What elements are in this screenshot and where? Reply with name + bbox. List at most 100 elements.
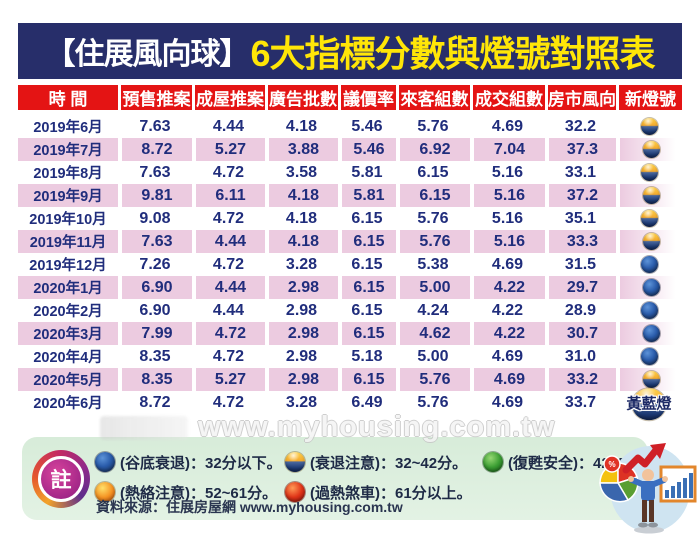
value-cell: 5.00 — [417, 347, 449, 365]
value-cell: 4.18 — [265, 230, 338, 253]
value-cell: 5.76 — [396, 230, 470, 253]
value-cell: 5.16 — [470, 230, 545, 253]
table-row: 2020年4月 8.35 4.72 2.98 5.18 5.00 4.69 31.0 — [18, 345, 682, 368]
time-cell: 2020年3月 — [18, 322, 118, 345]
orange-light-icon — [95, 482, 115, 502]
table-row: 2019年9月 9.81 6.11 4.18 5.81 6.15 5.16 37.2 — [18, 184, 682, 207]
value-cell: 4.69 — [491, 393, 524, 411]
light-label: 黃藍燈 — [626, 395, 672, 412]
value-cell: 5.18 — [351, 347, 383, 365]
light-cell — [616, 115, 682, 138]
green-light-icon — [483, 452, 503, 472]
column-header-0: 時 間 — [18, 85, 118, 115]
time-cell: 2020年6月 — [33, 396, 103, 412]
value-cell: 5.00 — [396, 276, 470, 299]
value-cell: 6.15 — [351, 209, 383, 227]
value-cell: 5.38 — [417, 255, 449, 273]
value-cell: 4.22 — [470, 276, 545, 299]
value-cell: 7.99 — [118, 322, 192, 345]
value-cell: 6.15 — [396, 184, 470, 207]
time-cell: 2020年4月 — [33, 350, 103, 366]
value-cell: 3.28 — [285, 393, 318, 411]
value-cell: 6.15 — [351, 255, 383, 273]
value-cell: 4.18 — [285, 117, 318, 135]
value-cell: 5.27 — [192, 138, 265, 161]
value-cell: 4.24 — [417, 301, 449, 319]
table-row: 2019年12月 7.26 4.72 3.28 6.15 5.38 4.69 31.5 — [18, 253, 682, 276]
value-cell: 5.81 — [338, 184, 396, 207]
value-cell: 7.04 — [470, 138, 545, 161]
value-cell: 4.72 — [212, 255, 245, 273]
value-cell: 4.62 — [396, 322, 470, 345]
value-cell: 5.76 — [417, 209, 449, 227]
value-cell: 4.72 — [212, 347, 245, 365]
blue-light-icon — [95, 452, 115, 472]
myhousing-logo — [100, 415, 188, 440]
yellow-blue-light-icon — [285, 452, 305, 472]
rising-arrow-icon — [622, 443, 666, 474]
light-cell — [616, 161, 682, 184]
value-cell: 4.69 — [491, 117, 524, 135]
value-cell: 7.63 — [139, 163, 171, 181]
value-cell: 3.88 — [265, 138, 338, 161]
table-row: 2020年2月 6.90 4.44 2.98 6.15 4.24 4.22 28.9 — [18, 299, 682, 322]
value-cell: 4.72 — [212, 393, 245, 411]
value-cell: 4.18 — [265, 184, 338, 207]
value-cell: 5.76 — [417, 117, 449, 135]
value-cell: 7.63 — [118, 230, 192, 253]
blue-light-icon — [640, 347, 658, 365]
value-cell: 6.92 — [396, 138, 470, 161]
note-panel: 註 (谷底衰退)：32分以下。 (衰退注意)：32~42分。 (復甦安全)：42~5… — [22, 437, 665, 520]
value-cell: 7.26 — [139, 255, 171, 273]
light-cell — [616, 299, 682, 322]
note-badge-label: 註 — [38, 456, 84, 502]
value-cell: 5.76 — [396, 368, 470, 391]
time-cell: 2019年11月 — [18, 230, 118, 253]
red-light-icon — [285, 482, 305, 502]
value-cell: 2.98 — [265, 276, 338, 299]
light-cell — [616, 230, 682, 253]
businessman-figure — [628, 469, 668, 534]
value-cell: 4.44 — [212, 301, 245, 319]
column-header-3: 廣告批數 — [265, 85, 338, 115]
legend-item: (衰退注意)：32~42分。 — [285, 447, 483, 477]
value-cell: 5.76 — [417, 393, 449, 411]
value-cell: 31.0 — [564, 347, 597, 365]
legend-item: (過熱煞車)：61分以上。 — [285, 477, 495, 507]
bar-chart-icon — [659, 465, 697, 503]
value-cell: 4.22 — [491, 301, 524, 319]
time-cell: 2020年1月 — [18, 276, 118, 299]
column-header-2: 成屋推案 — [192, 85, 265, 115]
time-cell: 2020年2月 — [33, 304, 103, 320]
yellow-blue-light-icon — [640, 163, 658, 181]
value-cell: 4.72 — [212, 209, 245, 227]
table-row: 2020年1月 6.90 4.44 2.98 6.15 5.00 4.22 29.7 — [18, 276, 682, 299]
value-cell: 5.46 — [338, 138, 396, 161]
indicator-table: 時 間預售推案 成屋推案 廣告批數 議價率 來客組數 成交組數 房市風向 新燈號 2019年6… — [18, 85, 682, 420]
legend-item: (谷底衰退)：32分以下。 — [95, 447, 285, 477]
value-cell: 8.72 — [139, 393, 171, 411]
time-cell: 2019年12月 — [29, 258, 107, 274]
yellow-blue-light-icon — [642, 186, 660, 204]
value-cell: 2.98 — [285, 301, 318, 319]
value-cell: 4.69 — [491, 255, 524, 273]
value-cell: 6.15 — [338, 230, 396, 253]
legend-label: (熱絡注意)：52~61分。 — [120, 484, 278, 502]
time-cell: 2019年6月 — [33, 120, 103, 136]
table-row: 2020年5月 8.35 5.27 2.98 6.15 5.76 4.69 33.2 — [18, 368, 682, 391]
yellow-blue-light-icon — [640, 209, 658, 227]
blue-light-icon — [642, 324, 660, 342]
table-row: 2020年3月 7.99 4.72 2.98 6.15 4.62 4.22 30.7 — [18, 322, 682, 345]
svg-text:%: % — [608, 460, 615, 469]
value-cell: 5.27 — [192, 368, 265, 391]
yellow-blue-light-icon — [640, 117, 658, 135]
time-cell: 2019年9月 — [18, 184, 118, 207]
table-row: 2019年7月 8.72 5.27 3.88 5.46 6.92 7.04 37.3 — [18, 138, 682, 161]
value-cell: 33.1 — [564, 163, 597, 181]
yellow-blue-light-icon — [642, 232, 660, 250]
value-cell: 8.35 — [118, 368, 192, 391]
value-cell: 30.7 — [545, 322, 616, 345]
value-cell: 2.98 — [265, 368, 338, 391]
value-cell: 33.7 — [564, 393, 597, 411]
